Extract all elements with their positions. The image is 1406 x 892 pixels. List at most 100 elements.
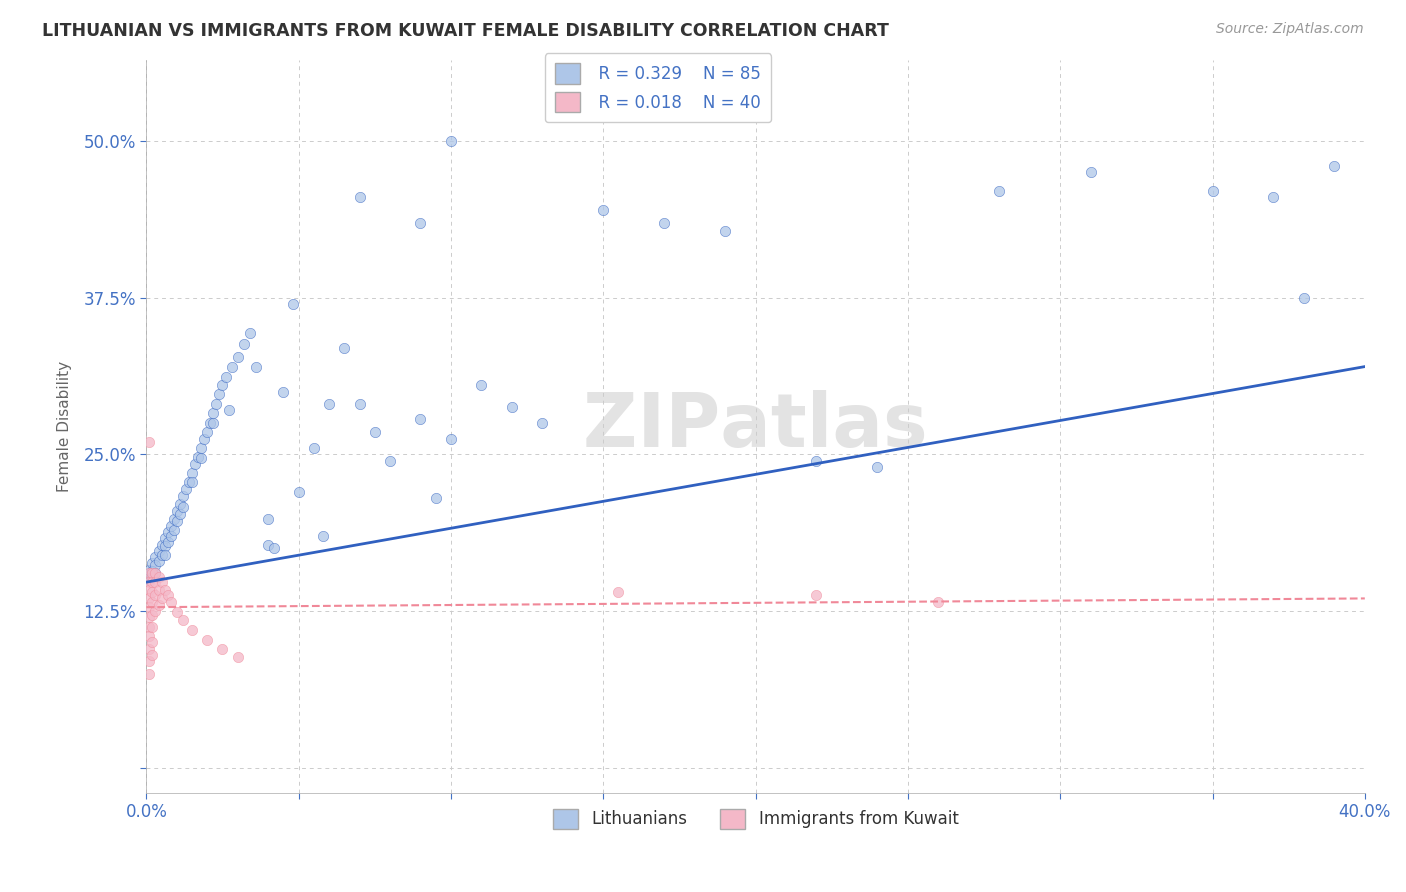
Point [257, 537, 280, 551]
Point [166, 605, 188, 619]
Point [202, 416, 225, 430]
Point [592, 202, 614, 217]
Point [148, 598, 170, 612]
Point [138, 629, 160, 643]
Point [169, 508, 191, 522]
Point [226, 350, 249, 364]
Point [177, 475, 200, 489]
Point [349, 190, 371, 204]
Point [187, 450, 209, 464]
Point [257, 512, 280, 526]
Point [263, 541, 285, 556]
Point [866, 459, 889, 474]
Point [163, 523, 186, 537]
Point [148, 570, 170, 584]
Point [501, 400, 523, 414]
Point [239, 326, 262, 340]
Point [141, 564, 163, 578]
Point [145, 550, 167, 565]
Point [200, 416, 222, 430]
Point [470, 378, 492, 392]
Point [190, 451, 212, 466]
Point [141, 607, 163, 622]
Point [378, 453, 401, 467]
Point [202, 406, 225, 420]
Y-axis label: Female Disability: Female Disability [58, 360, 72, 491]
Point [714, 224, 737, 238]
Point [364, 425, 387, 439]
Point [172, 489, 194, 503]
Point [174, 483, 197, 497]
Point [141, 635, 163, 649]
Point [281, 297, 304, 311]
Point [153, 582, 176, 597]
Point [172, 613, 194, 627]
Point [150, 537, 173, 551]
Point [141, 648, 163, 662]
Point [138, 641, 160, 656]
Text: ZIP​atlas: ZIP​atlas [583, 390, 928, 463]
Point [138, 620, 160, 634]
Point [318, 397, 340, 411]
Point [141, 620, 163, 634]
Point [145, 558, 167, 572]
Point [1201, 184, 1223, 198]
Point [166, 514, 188, 528]
Point [245, 359, 267, 374]
Point [988, 184, 1011, 198]
Point [138, 610, 160, 624]
Point [195, 632, 218, 647]
Text: Source: ZipAtlas.com: Source: ZipAtlas.com [1216, 22, 1364, 37]
Point [163, 512, 186, 526]
Legend: Lithuanians, Immigrants from Kuwait: Lithuanians, Immigrants from Kuwait [546, 802, 965, 836]
Point [232, 337, 254, 351]
Point [138, 600, 160, 615]
Point [607, 585, 630, 599]
Point [150, 548, 173, 562]
Point [138, 566, 160, 581]
Point [145, 588, 167, 602]
Text: LITHUANIAN VS IMMIGRANTS FROM KUWAIT FEMALE DISABILITY CORRELATION CHART: LITHUANIAN VS IMMIGRANTS FROM KUWAIT FEM… [42, 22, 889, 40]
Point [145, 566, 167, 581]
Point [1080, 165, 1102, 179]
Point [169, 498, 191, 512]
Point [148, 582, 170, 597]
Point [156, 588, 179, 602]
Point [138, 573, 160, 587]
Point [138, 563, 160, 577]
Point [141, 557, 163, 571]
Point [226, 650, 249, 665]
Point [166, 504, 188, 518]
Point [141, 595, 163, 609]
Point [531, 416, 554, 430]
Point [273, 384, 295, 399]
Point [927, 595, 949, 609]
Point [138, 666, 160, 681]
Point [153, 539, 176, 553]
Point [181, 475, 204, 489]
Point [153, 548, 176, 562]
Point [211, 378, 233, 392]
Point [138, 575, 160, 590]
Point [409, 412, 432, 426]
Point [153, 531, 176, 545]
Point [184, 458, 207, 472]
Point [145, 604, 167, 618]
Point [211, 641, 233, 656]
Point [141, 585, 163, 599]
Point [193, 432, 215, 446]
Point [156, 535, 179, 549]
Point [181, 466, 204, 480]
Point [148, 554, 170, 568]
Point [141, 566, 163, 581]
Point [141, 575, 163, 590]
Point [138, 591, 160, 606]
Point [159, 529, 181, 543]
Point [1263, 190, 1285, 204]
Point [302, 441, 325, 455]
Point [1323, 159, 1346, 173]
Point [333, 341, 356, 355]
Point [287, 484, 309, 499]
Point [218, 403, 240, 417]
Point [156, 524, 179, 539]
